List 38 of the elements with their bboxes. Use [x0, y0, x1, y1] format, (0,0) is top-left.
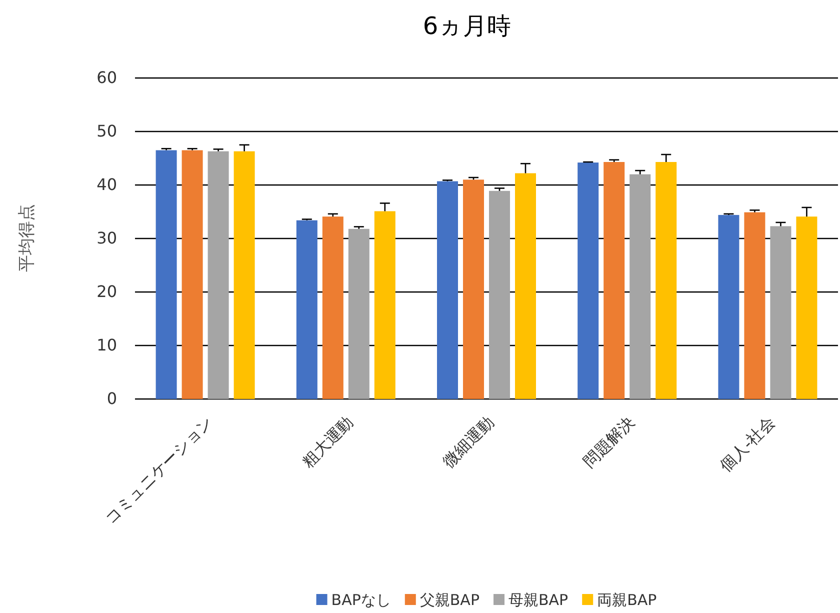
bar [208, 151, 229, 399]
bar [374, 211, 396, 399]
legend-label: BAPなし [331, 591, 391, 609]
x-tick-label: 粗大運動 [298, 412, 357, 472]
y-tick-label: 0 [106, 389, 117, 408]
y-tick-label: 40 [96, 175, 117, 194]
y-tick-label: 10 [96, 336, 117, 355]
y-tick-label: 20 [96, 282, 117, 302]
bar [630, 174, 651, 399]
bar [156, 150, 177, 399]
y-axis-title: 平均得点 [17, 204, 37, 272]
bar [322, 216, 344, 399]
x-tick-label: 個人-社会 [716, 412, 779, 476]
bar [604, 162, 625, 399]
x-tick-label: コミュニケーション [100, 412, 216, 528]
bar [796, 216, 818, 399]
x-tick-label: 微細運動 [438, 412, 498, 472]
bar [296, 220, 318, 399]
bar [463, 180, 484, 399]
bar [348, 228, 370, 399]
y-tick-label: 60 [96, 68, 117, 88]
bar [656, 162, 677, 399]
x-tick-label: 問題解決 [579, 412, 638, 472]
bar [770, 226, 792, 399]
bar [718, 214, 740, 399]
chart-title: 6ヵ月時 [422, 12, 512, 40]
bar [515, 173, 536, 399]
bar [489, 190, 510, 399]
legend-label: 両親BAP [597, 591, 657, 609]
bar [182, 150, 203, 399]
y-tick-label: 50 [96, 122, 117, 141]
bar [578, 162, 599, 399]
legend-label: 父親BAP [420, 591, 480, 609]
y-tick-label: 30 [96, 228, 117, 248]
bar [437, 181, 458, 399]
bar [234, 151, 255, 399]
bar [744, 212, 766, 399]
legend-label: 母親BAP [508, 591, 568, 609]
